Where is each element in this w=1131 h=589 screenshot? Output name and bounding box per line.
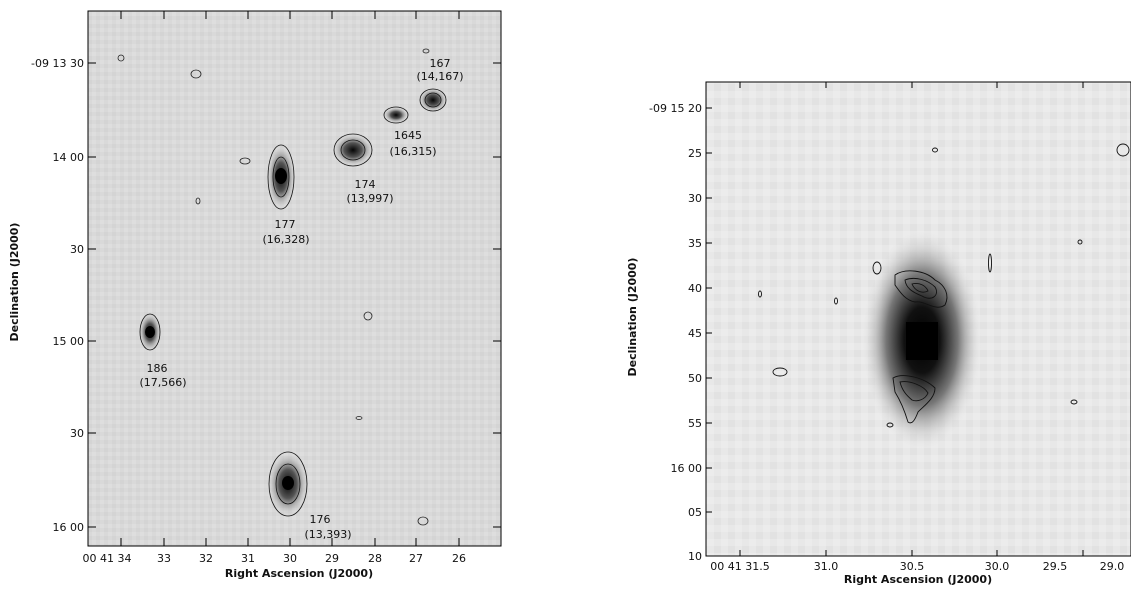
right-y-tick-10: 10 [688, 550, 702, 563]
left-y-tick-2: 30 [70, 243, 84, 256]
left-x-tick-2: 32 [199, 552, 213, 565]
right-y-tick-3: 35 [688, 237, 702, 250]
galaxy-label-1645-vel: (16,315) [389, 145, 436, 158]
left-y-axis-title: Declination (J2000) [8, 223, 21, 342]
galaxy-label-176-id: 176 [310, 513, 331, 526]
right-y-tick-9: 05 [688, 506, 702, 519]
galaxy-label-174-vel: (13,997) [346, 192, 393, 205]
right-y-tick-8: 16 00 [671, 462, 703, 475]
left-small-sources [117, 48, 430, 526]
galaxy-label-186-id: 186 [147, 362, 168, 375]
galaxy-176 [268, 451, 308, 517]
left-x-tick-4: 30 [283, 552, 297, 565]
left-y-tick-3: 15 00 [53, 335, 85, 348]
right-x-tick-3: 30.0 [985, 560, 1010, 573]
galaxy-label-174-id: 174 [355, 178, 376, 191]
right-x-tick-0: 00 41 31.5 [710, 560, 769, 573]
galaxy-label-167-id: 167 [430, 57, 451, 70]
left-x-tick-5: 29 [325, 552, 339, 565]
right-ticks [706, 82, 1084, 557]
right-y-tick-0: -09 15 20 [649, 102, 702, 115]
right-y-tick-1: 25 [688, 147, 702, 160]
galaxy-label-1645-id: 1645 [394, 129, 422, 142]
right-x-tick-2: 30.5 [900, 560, 925, 573]
galaxy-167 [419, 88, 447, 112]
left-x-tick-7: 27 [409, 552, 423, 565]
galaxy-177 [267, 144, 295, 210]
galaxy-label-177-id: 177 [275, 218, 296, 231]
left-y-tick-4: 30 [70, 427, 84, 440]
left-y-tick-5: 16 00 [53, 521, 85, 534]
left-x-tick-6: 28 [368, 552, 382, 565]
left-panel: 167 (14,167) 1645 (16,315) 174 (13,997) … [8, 10, 502, 580]
right-x-axis-title: Right Ascension (J2000) [844, 573, 992, 586]
right-x-tick-1: 31.0 [814, 560, 839, 573]
right-y-tick-6: 50 [688, 372, 702, 385]
galaxy-174 [333, 133, 373, 167]
left-x-axis-title: Right Ascension (J2000) [225, 567, 373, 580]
left-y-tick-1: 14 00 [53, 151, 85, 164]
left-x-tick-3: 31 [241, 552, 255, 565]
right-y-tick-7: 55 [688, 417, 702, 430]
right-y-tick-2: 30 [688, 192, 702, 205]
right-y-axis-title: Declination (J2000) [626, 258, 639, 377]
central-galaxy [862, 230, 982, 450]
right-panel: 00 41 31.5 31.0 30.5 30.0 29.5 29.0 -09 … [626, 81, 1131, 586]
left-x-tick-8: 26 [452, 552, 466, 565]
galaxy-186 [139, 313, 161, 351]
galaxy-label-167-vel: (14,167) [416, 70, 463, 83]
galaxy-1645 [383, 106, 409, 124]
left-top-ticks [88, 11, 501, 546]
left-x-tick-1: 33 [157, 552, 171, 565]
left-y-tick-0: -09 13 30 [31, 57, 84, 70]
right-x-tick-4: 29.5 [1043, 560, 1068, 573]
right-y-tick-5: 45 [688, 327, 702, 340]
radio-contours [758, 143, 1130, 428]
galaxy-label-177-vel: (16,328) [262, 233, 309, 246]
galaxy-label-176-vel: (13,393) [304, 528, 351, 541]
right-x-tick-5: 29.0 [1100, 560, 1125, 573]
right-y-tick-4: 40 [688, 282, 702, 295]
galaxy-label-186-vel: (17,566) [139, 376, 186, 389]
left-x-tick-0: 00 41 34 [83, 552, 132, 565]
